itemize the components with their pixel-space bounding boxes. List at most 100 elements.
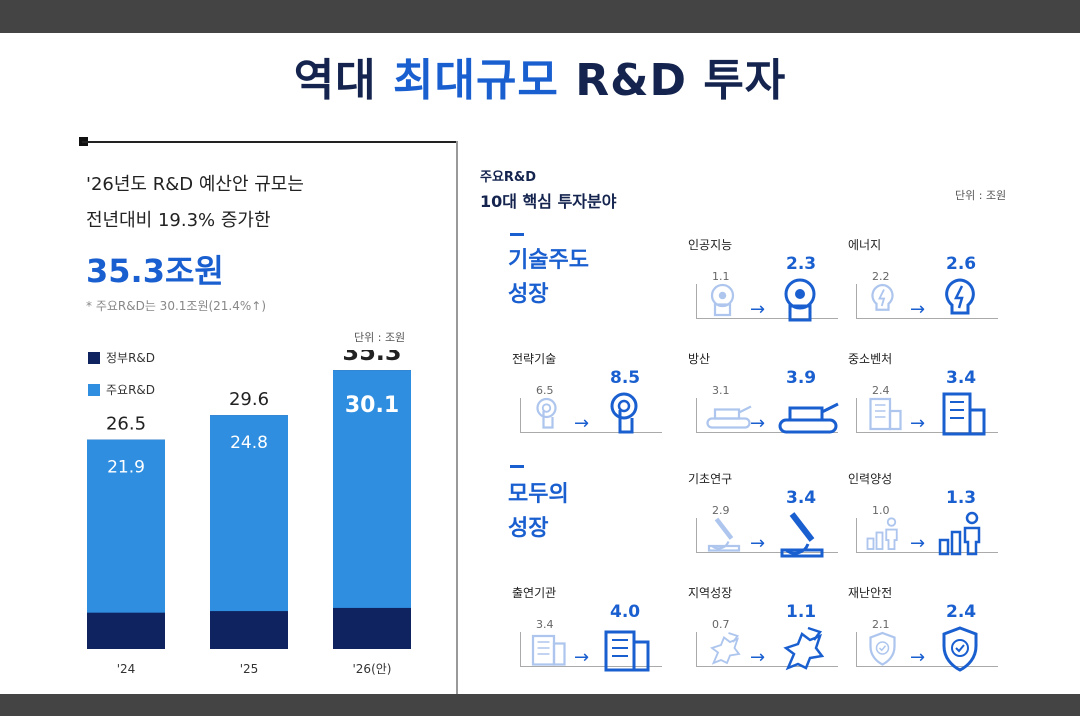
office-icon: [531, 634, 566, 666]
field-new-value: 2.3: [786, 254, 817, 274]
footnote: * 주요R&D는 30.1조원(21.4%↑): [86, 299, 267, 313]
field-name: 지역성장: [688, 586, 733, 600]
axis-vertical: [856, 398, 857, 432]
lightbulb-icon: [871, 283, 894, 311]
investment-field-9: 재난안전 2.1 2.4 →: [848, 584, 1000, 688]
arrow-right-icon: →: [910, 647, 926, 668]
x-tick-2: '26(안): [353, 662, 392, 676]
field-previous-value: 2.4: [872, 384, 890, 397]
field-new-value: 4.0: [610, 602, 641, 622]
field-new-value: 2.6: [946, 254, 977, 274]
axis-vertical: [856, 632, 857, 666]
field-new-value: 3.9: [786, 368, 817, 388]
axis-horizontal: [856, 318, 998, 319]
investment-field-1: 에너지 2.2 2.6 →: [848, 236, 1000, 340]
field-name: 인력양성: [848, 472, 893, 486]
headline-line-2: 전년대비 19.3% 증가한: [86, 210, 271, 231]
budget-bar-chart: 26.5 21.9 '24 29.6 24.8 '25 35.3 30.1 '26(안): [87, 350, 411, 676]
field-name: 재난안전: [848, 586, 893, 600]
label-main-0: 21.9: [107, 458, 145, 478]
map-arrow-icon: [710, 632, 741, 665]
label-total-0: 26.5: [106, 414, 146, 435]
tech-hand-icon: [610, 392, 638, 434]
bar-main-2: [333, 370, 411, 608]
x-tick-0: '24: [117, 662, 136, 676]
panel-top-border: [82, 141, 458, 143]
map-arrow-icon: [783, 626, 825, 671]
bar-main-0: [87, 439, 165, 613]
bar-main-1: [210, 415, 288, 612]
microscope-icon: [707, 517, 741, 552]
right-heading: 10대 핵심 투자분야: [480, 192, 617, 211]
axis-vertical: [696, 632, 697, 666]
arrow-right-icon: →: [910, 533, 926, 554]
page-title: 역대 최대규모 R&D 투자: [293, 55, 787, 106]
field-new-value: 3.4: [946, 368, 977, 388]
ai-head-icon: [784, 278, 816, 322]
shield-icon: [942, 626, 978, 672]
axis-vertical: [696, 398, 697, 432]
investment-field-5: 기초연구 2.9 3.4 →: [688, 470, 840, 574]
chart-unit: 단위 : 조원: [354, 331, 406, 344]
arrow-right-icon: →: [750, 647, 766, 668]
arrow-right-icon: →: [574, 647, 590, 668]
field-previous-value: 3.4: [536, 618, 554, 631]
field-previous-value: 2.1: [872, 618, 890, 631]
x-tick-1: '25: [240, 662, 259, 676]
arrow-right-icon: →: [910, 413, 926, 434]
field-new-value: 1.1: [786, 602, 817, 622]
field-new-value: 2.4: [946, 602, 977, 622]
legend-main: 주요R&D: [88, 381, 155, 398]
field-previous-value: 0.7: [712, 618, 730, 631]
axis-horizontal: [696, 552, 838, 553]
label-total-2: 35.3: [342, 350, 401, 366]
field-new-value: 8.5: [610, 368, 641, 388]
field-previous-value: 1.0: [872, 504, 890, 517]
total-budget: 35.3조원: [86, 252, 224, 290]
headline-line-1: '26년도 R&D 예산안 규모는: [86, 174, 304, 195]
field-previous-value: 2.9: [712, 504, 730, 517]
field-name: 에너지: [848, 238, 882, 252]
axis-vertical: [856, 284, 857, 318]
arrow-right-icon: →: [750, 533, 766, 554]
investment-field-2: 전략기술 6.5 8.5 →: [512, 350, 664, 454]
category-inclusive-growth: 모두의 성장: [508, 482, 569, 541]
top-letterbox: [0, 0, 1080, 33]
investment-field-6: 인력양성 1.0 1.3 →: [848, 470, 1000, 574]
field-previous-value: 6.5: [536, 384, 554, 397]
ai-head-icon: [710, 283, 735, 317]
axis-horizontal: [696, 318, 838, 319]
axis-horizontal: [856, 552, 998, 553]
arrow-right-icon: →: [750, 413, 766, 434]
person-bars-icon: [938, 511, 981, 556]
arrow-right-icon: →: [574, 413, 590, 434]
field-name: 인공지능: [688, 238, 733, 252]
field-previous-value: 2.2: [872, 270, 890, 283]
bottom-letterbox: [0, 694, 1080, 716]
right-unit: 단위 : 조원: [955, 189, 1007, 202]
axis-horizontal: [520, 432, 662, 433]
category-tech-growth: 기술주도 성장: [508, 248, 589, 307]
axis-vertical: [520, 398, 521, 432]
axis-vertical: [520, 632, 521, 666]
field-name: 방산: [688, 352, 711, 366]
axis-vertical: [696, 518, 697, 552]
arrow-right-icon: →: [910, 299, 926, 320]
field-new-value: 1.3: [946, 488, 977, 508]
tank-icon: [778, 402, 839, 434]
arrow-right-icon: →: [750, 299, 766, 320]
field-name: 기초연구: [688, 472, 733, 486]
investment-field-7: 출연기관 3.4 4.0 →: [512, 584, 664, 688]
field-name: 전략기술: [512, 352, 557, 366]
investment-field-4: 중소벤처 2.4 3.4 →: [848, 350, 1000, 454]
building-icon: [942, 392, 986, 436]
tank-icon: [706, 405, 752, 429]
legend-gov: 정부R&D: [88, 349, 155, 366]
label-main-2: 30.1: [345, 393, 399, 418]
microscope-icon: [780, 512, 824, 558]
tech-hand-icon: [536, 397, 557, 429]
field-previous-value: 3.1: [712, 384, 730, 397]
lightbulb-icon: [945, 278, 975, 315]
axis-horizontal: [696, 666, 838, 667]
field-name: 출연기관: [512, 586, 557, 600]
